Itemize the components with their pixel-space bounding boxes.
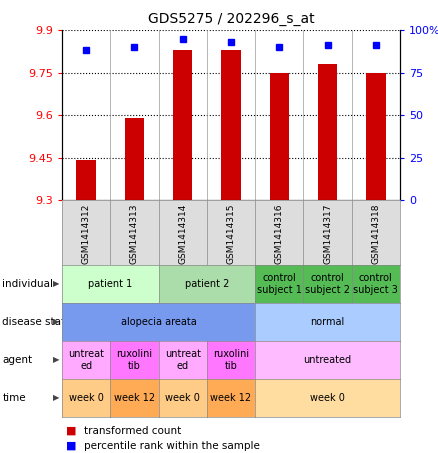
Text: week 12: week 12: [114, 393, 155, 403]
Text: GSM1414318: GSM1414318: [371, 203, 380, 264]
Text: week 12: week 12: [210, 393, 251, 403]
Text: normal: normal: [311, 317, 345, 327]
Text: GSM1414314: GSM1414314: [178, 203, 187, 264]
Text: GSM1414313: GSM1414313: [130, 203, 139, 264]
Text: ▶: ▶: [53, 394, 59, 403]
Bar: [125, 118, 144, 200]
Text: agent: agent: [2, 355, 32, 365]
Text: untreat
ed: untreat ed: [68, 349, 104, 371]
Text: ■: ■: [67, 441, 77, 451]
Text: ■: ■: [67, 426, 77, 436]
Text: ▶: ▶: [53, 280, 59, 289]
Text: GSM1414315: GSM1414315: [226, 203, 236, 264]
Title: GDS5275 / 202296_s_at: GDS5275 / 202296_s_at: [148, 12, 314, 26]
Bar: [270, 72, 289, 200]
Bar: [77, 160, 96, 200]
Text: untreat
ed: untreat ed: [165, 349, 201, 371]
Text: percentile rank within the sample: percentile rank within the sample: [84, 441, 260, 451]
Text: GSM1414316: GSM1414316: [275, 203, 284, 264]
Text: ruxolini
tib: ruxolini tib: [213, 349, 249, 371]
Bar: [318, 64, 337, 200]
Text: control
subject 2: control subject 2: [305, 273, 350, 295]
Text: patient 1: patient 1: [88, 279, 132, 289]
Bar: [366, 72, 385, 200]
Text: ▶: ▶: [53, 318, 59, 327]
Text: patient 2: patient 2: [185, 279, 229, 289]
Text: individual: individual: [2, 279, 53, 289]
Text: untreated: untreated: [304, 355, 352, 365]
Text: control
subject 3: control subject 3: [353, 273, 398, 295]
Text: ruxolini
tib: ruxolini tib: [117, 349, 152, 371]
Text: GSM1414317: GSM1414317: [323, 203, 332, 264]
Text: alopecia areata: alopecia areata: [121, 317, 197, 327]
Text: time: time: [2, 393, 26, 403]
Text: week 0: week 0: [310, 393, 345, 403]
Text: week 0: week 0: [69, 393, 103, 403]
Bar: [173, 50, 192, 200]
Bar: [221, 50, 240, 200]
Text: week 0: week 0: [165, 393, 200, 403]
Text: control
subject 1: control subject 1: [257, 273, 302, 295]
Text: disease state: disease state: [2, 317, 72, 327]
Text: ▶: ▶: [53, 356, 59, 365]
Text: transformed count: transformed count: [84, 426, 181, 436]
Text: GSM1414312: GSM1414312: [81, 203, 91, 264]
